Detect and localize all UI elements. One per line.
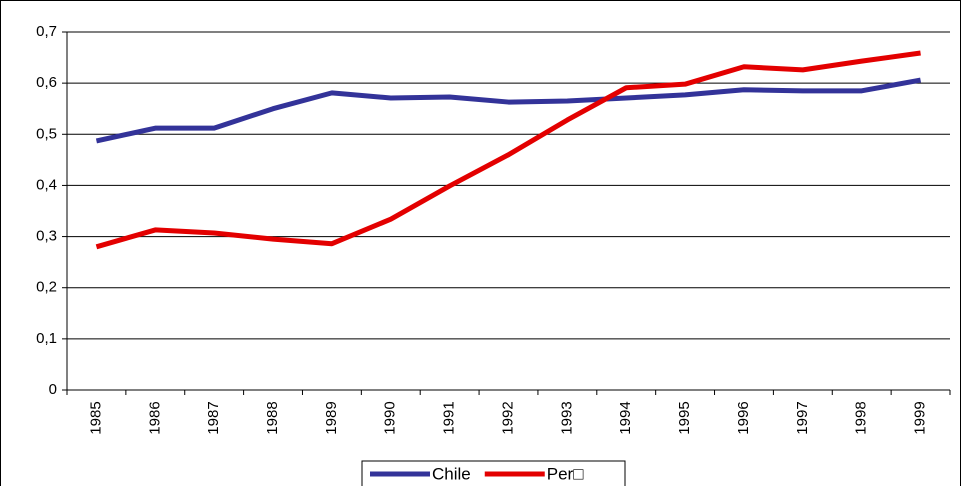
- x-tick-label: 1987: [205, 401, 222, 434]
- x-tick-label: 1995: [676, 401, 693, 434]
- x-tick-label: 1985: [87, 401, 104, 434]
- y-tick-label: 0,2: [36, 279, 57, 296]
- legend-label: Per□: [547, 464, 584, 483]
- x-tick-label: 1993: [558, 401, 575, 434]
- y-tick-label: 0,1: [36, 330, 57, 347]
- x-tick-label: 1994: [617, 401, 634, 434]
- x-tick-label: 1986: [146, 401, 163, 434]
- y-tick-label: 0,3: [36, 228, 57, 245]
- series-line: [95, 77, 922, 144]
- x-tick-label: 1988: [264, 401, 281, 434]
- x-tick-label: 1991: [441, 401, 458, 434]
- x-tick-label: 1999: [912, 401, 929, 434]
- x-tick-label: 1998: [853, 401, 870, 434]
- y-tick-label: 0,5: [36, 125, 57, 142]
- y-tick-label: 0,7: [36, 23, 57, 40]
- y-tick-label: 0,6: [36, 74, 57, 91]
- legend-label: Chile: [432, 464, 471, 483]
- x-tick-label: 1990: [382, 401, 399, 434]
- x-tick-label: 1989: [323, 401, 340, 434]
- y-tick-label: 0,4: [36, 176, 57, 193]
- x-tick-label: 1997: [794, 401, 811, 434]
- x-tick-label: 1996: [735, 401, 752, 434]
- series-line: [95, 50, 921, 250]
- y-tick-label: 0: [49, 381, 57, 398]
- x-tick-label: 1992: [499, 401, 516, 434]
